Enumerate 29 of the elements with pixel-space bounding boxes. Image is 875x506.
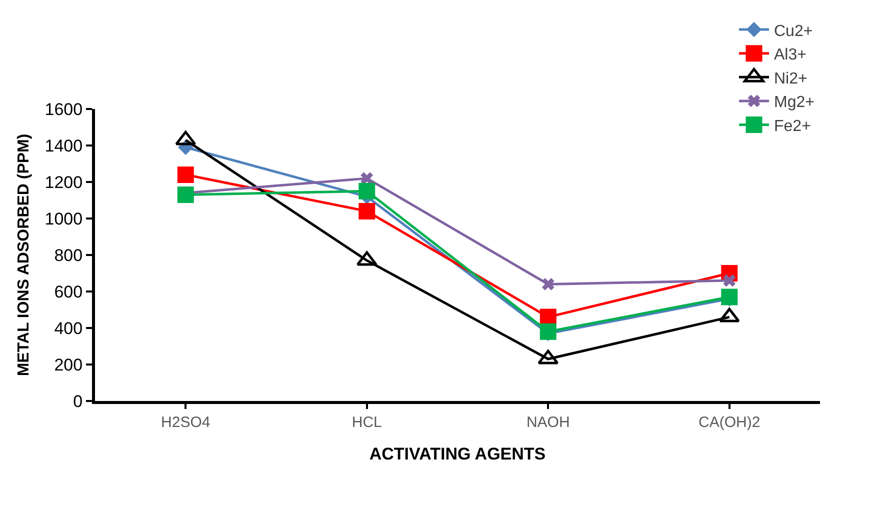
y-tick-label: 1200 [44,172,83,192]
legend-label: Mg2+ [774,94,814,112]
point [358,182,376,200]
point [540,308,556,326]
point [542,278,554,290]
point [177,186,194,204]
x-axis-title: ACTIVATING AGENTS [369,444,546,464]
point [721,288,738,306]
y-tick-label: 600 [54,282,83,302]
legend-label: Fe2+ [774,118,811,135]
y-tick-label: 1000 [44,209,83,228]
y-tick-label: 400 [54,318,83,338]
y-tick-label: 1400 [44,136,83,156]
point [723,274,736,287]
point [177,166,194,183]
x-tick-label: CA(OH)2 [698,414,760,431]
x-tick-label: NAOH [526,414,570,431]
y-tick-label: 1600 [44,100,83,119]
point [540,323,556,340]
point [358,202,376,220]
legend-label: Al3+ [774,46,806,64]
x-tick-label: HCL [352,414,382,431]
y-tick-label: 800 [54,246,83,265]
y-axis-title: METAL IONS ADSORBED (PPM) [16,134,33,376]
x-tick-label: H2SO4 [161,414,210,431]
y-tick-label: 0 [73,392,83,411]
legend-label: Ni2+ [774,70,808,88]
y-tick-label: 200 [54,355,83,374]
legend-label: Cu2+ [774,22,813,40]
